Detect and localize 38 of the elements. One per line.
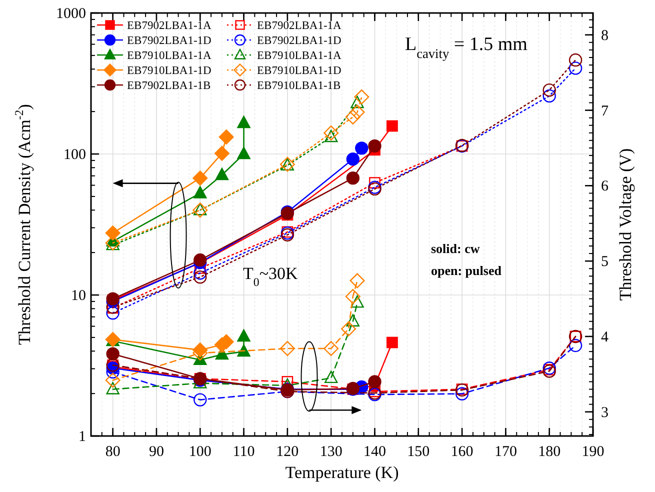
x-tick-label: 150 — [407, 444, 430, 460]
y2-tick-label: 3 — [601, 404, 608, 421]
annotation: solid: cw — [431, 241, 480, 256]
x-tick-label: 160 — [450, 444, 474, 460]
legend-label: EB7902LBA1-1A — [127, 20, 212, 32]
x-tick-label: 110 — [232, 444, 255, 460]
y2-tick-label: 5 — [601, 254, 608, 270]
x-tick-label: 90 — [148, 444, 164, 460]
legend-label: EB7902LBA1-1D — [127, 35, 212, 47]
annotation: T$_{0}$~30K — [243, 264, 299, 289]
y2-tick-label: 8 — [601, 28, 608, 44]
y2-tick-label: 6 — [601, 178, 609, 195]
y2-tick-label: 4 — [601, 329, 609, 346]
y-tick-label: 1000 — [56, 6, 86, 22]
y2-tick-label: 7 — [601, 103, 609, 120]
legend-label: EB7910LBA1-1D — [257, 65, 342, 77]
y-tick-label: 10 — [71, 288, 86, 304]
x-axis-title: Temperature (K) — [285, 463, 399, 482]
x-tick-label: 190 — [582, 444, 604, 460]
legend-label: EB7910LBA1-1D — [127, 65, 212, 77]
y-tick-label: 1 — [78, 429, 86, 445]
x-tick-label: 120 — [276, 444, 299, 460]
y-tick-label: 100 — [64, 147, 86, 163]
annotation: L$_{cavity}$ = 1.5 mm — [405, 34, 528, 60]
legend-label: EB7910LBA1-1A — [127, 50, 212, 62]
legend-label: EB7902LBA1-1D — [257, 35, 342, 47]
x-tick-label: 80 — [105, 444, 120, 460]
legend-label: EB7910LBA1-1A — [257, 50, 342, 62]
x-tick-label: 170 — [494, 444, 517, 460]
legend-label: EB7902LBA1-1A — [257, 20, 342, 32]
x-tick-label: 100 — [188, 444, 212, 460]
legend-label: EB7910LBA1-1B — [257, 80, 342, 92]
x-tick-label: 180 — [538, 444, 561, 460]
legend-label: EB7902LBA1-1B — [127, 80, 212, 92]
y2-axis-title: Threshold Voltage (V) — [616, 148, 635, 301]
annotation: open: pulsed — [431, 263, 502, 278]
x-tick-label: 130 — [320, 444, 342, 460]
x-tick-label: 140 — [363, 444, 386, 460]
